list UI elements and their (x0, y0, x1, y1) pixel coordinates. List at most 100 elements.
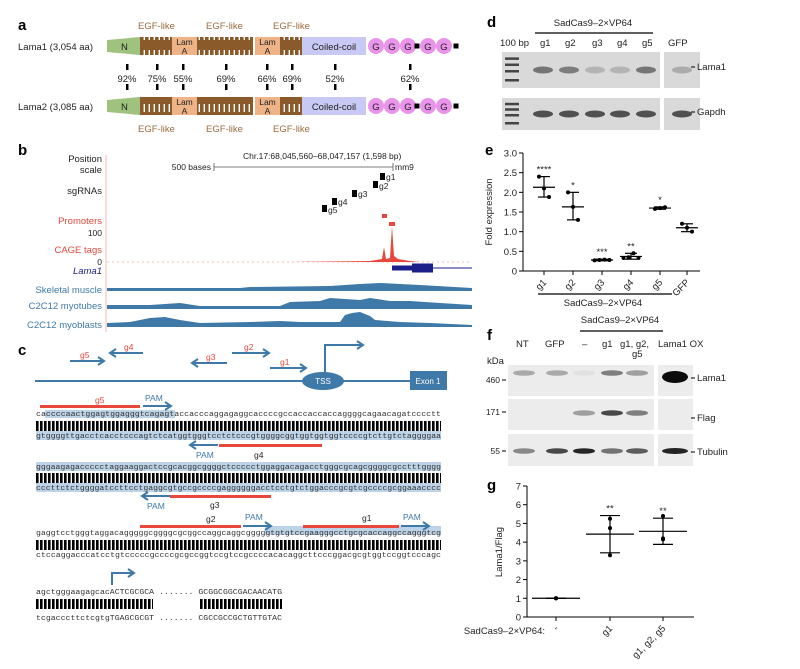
guide-label: g2 (206, 514, 216, 524)
guide-bar-g5 (40, 405, 140, 408)
data-point (597, 257, 602, 262)
blot-lama1-ox (658, 399, 693, 430)
pam-label: PAM (147, 501, 165, 511)
pam-label: PAM (403, 512, 421, 522)
panel-label-c: c (18, 342, 26, 359)
panel-label-g: g (487, 477, 496, 494)
y-tick-label: 6 (516, 500, 521, 511)
sgrna-label: g1 (386, 172, 396, 182)
sgrna-label: g4 (338, 197, 348, 207)
guide-bar-g2 (140, 525, 241, 528)
egf-like-domain (140, 97, 172, 115)
ladder-band (505, 70, 519, 73)
arrow-icon (108, 348, 143, 358)
lane-label: Lama1 OX (658, 339, 704, 350)
lane-label: g5 (642, 38, 653, 49)
guide-label: g5 (80, 350, 90, 360)
band-label: Tubulin (697, 447, 728, 458)
x-tick-label: g4 (621, 277, 636, 292)
egf-like-domain (197, 37, 253, 55)
sequence-top-strand: caccccaactggagtggagggtcagagtaccacccaggag… (36, 411, 441, 419)
track-label-cage: CAGE tags (54, 245, 102, 256)
lane-label: g5 (632, 349, 643, 360)
blot-band (662, 448, 688, 454)
data-point (685, 225, 689, 230)
identity-tick (225, 84, 228, 90)
identity-percent: 69% (282, 74, 302, 85)
n-terminal-domain (107, 97, 140, 115)
ladder-band (505, 114, 519, 117)
y-tick-label: 1.5 (504, 208, 517, 219)
group-label: SadCas9–2×VP64 (581, 315, 659, 326)
sequence-top-strand: agctgggaagagcacACTCGCGCA ....... GCGGCGG… (36, 589, 282, 597)
n-terminal-domain (107, 37, 140, 55)
panel-b: b Position scale sgRNAs Promoters 100 CA… (18, 142, 472, 332)
data-point (576, 217, 580, 222)
identity-percent: 52% (325, 74, 345, 85)
tss-arrow-icon (324, 340, 365, 372)
data-point (663, 205, 667, 210)
data-point (690, 229, 694, 234)
x-tick-label: GFP (671, 277, 693, 299)
scale-bar (213, 163, 394, 171)
gel-band (672, 66, 692, 74)
y-tick-label: 4 (516, 538, 521, 549)
significance-label: * (658, 195, 662, 206)
gel-lama1-gfp (664, 52, 700, 88)
data-point (592, 258, 597, 263)
blot-band (662, 371, 688, 383)
gel-band (610, 110, 630, 118)
linker-mark (414, 103, 420, 109)
blot-band (601, 410, 623, 416)
promoter-track (382, 214, 395, 226)
identity-tick (225, 64, 228, 70)
cage-axis-max: 100 (88, 228, 102, 238)
marker-label: 460 (486, 375, 500, 385)
data-point (547, 195, 551, 200)
identity-markers: 92% 75% 55% 69% 66% 69% 52% 62% (117, 64, 420, 90)
g-domain (420, 98, 436, 114)
blot-band (626, 370, 648, 376)
lane-label: g1 (602, 339, 613, 350)
y-tick-label: 0.5 (504, 247, 517, 258)
domain-label: Lam (176, 37, 193, 47)
domain-label: G (388, 102, 395, 113)
domain-label: G (372, 102, 379, 113)
g-domain (368, 38, 384, 54)
pam-arrow-icon (243, 521, 273, 531)
x-axis-label: SadCas9–2×VP64 (564, 298, 642, 309)
gel-band (610, 66, 630, 74)
egf-like-domain (280, 97, 302, 115)
guide-arrows (35, 340, 410, 382)
guide-label: g4 (124, 342, 134, 352)
sgrna-mark (332, 198, 337, 205)
egf-like-domain (197, 97, 253, 115)
panel-g: g Lama1/Flag 0 1 2 3 4 5 6 7 - g1 ** g1, g2, g5 ** S… (464, 477, 694, 661)
identity-tick (126, 84, 129, 90)
egf-label: EGF-like (273, 21, 310, 32)
domain-label: G (404, 42, 411, 53)
x-tick-label: - (551, 623, 561, 633)
lam-a-domain (255, 37, 280, 55)
panel-d: d SadCas9–2×VP64 100 bp g1 g2 g3 g4 g5 G… (487, 14, 726, 130)
x-tick-label: g2 (563, 277, 578, 292)
sgrna-label: g5 (328, 205, 338, 215)
domain-label: Lam (259, 97, 276, 107)
gel-band (533, 66, 553, 74)
guide-label: g3 (206, 352, 216, 362)
g-domain (436, 38, 452, 54)
protein-name: Lama1 (3,054 aa) (18, 42, 93, 53)
pam-label: PAM (145, 393, 163, 403)
egf-label: EGF-like (206, 21, 243, 32)
sequence-bottom-strand: cccttctctggggatccttcctgaggcgtgccgccccgag… (36, 485, 441, 493)
linker-mark (453, 43, 459, 49)
y-tick-label: 5 (516, 519, 521, 530)
pam-arrow-icon (401, 521, 431, 531)
data-point (608, 516, 612, 521)
sgrna-label: g3 (358, 189, 368, 199)
gel-band (585, 66, 605, 74)
protein-name: Lama2 (3,085 aa) (18, 102, 93, 113)
domain-label: N (121, 42, 128, 53)
guide-label: g1 (280, 357, 290, 367)
